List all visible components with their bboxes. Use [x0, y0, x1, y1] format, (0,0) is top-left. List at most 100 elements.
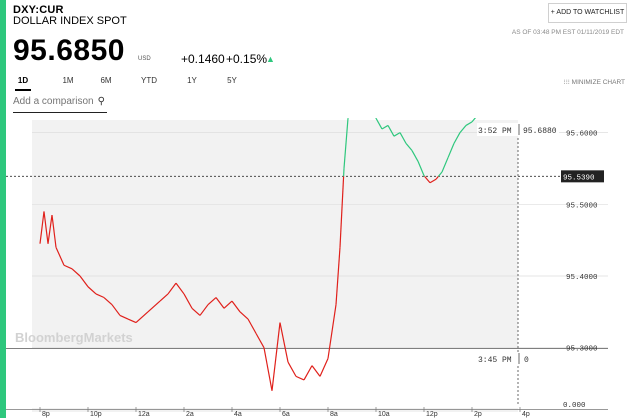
- minimize-chart-button[interactable]: ⁝⁝⁝ MINIMIZE CHART: [564, 78, 625, 86]
- price-line-segment: [39, 211, 45, 244]
- price-change-percent: +0.15%: [226, 52, 268, 66]
- crosshair-time-label: 3:52 PM: [478, 127, 512, 136]
- x-tick-label: 2a: [186, 411, 194, 418]
- watermark: BloombergMarkets: [15, 330, 133, 345]
- search-icon[interactable]: ⚲: [97, 96, 105, 107]
- volume-time-label: 3:45 PM: [478, 356, 512, 365]
- price-line-segment: [295, 375, 305, 381]
- price-line-segment: [239, 311, 249, 320]
- tab-1y[interactable]: 1Y: [187, 76, 197, 85]
- price-line-segment: [279, 322, 289, 363]
- tab-ytd[interactable]: YTD: [141, 76, 157, 85]
- price-line-segment: [191, 307, 201, 316]
- add-to-watchlist-button[interactable]: + ADD TO WATCHLIST: [548, 3, 627, 23]
- price-line-segment: [79, 275, 89, 288]
- price-line-segment: [231, 300, 241, 313]
- price-line-segment: [441, 157, 449, 173]
- price-line-segment: [405, 142, 413, 151]
- price-line-segment: [319, 358, 329, 377]
- tab-5y[interactable]: 5Y: [227, 76, 237, 85]
- price-line-segment: [343, 118, 349, 169]
- x-tick-label: 2p: [474, 411, 482, 418]
- price-line-segment: [263, 347, 273, 391]
- price-line-segment: [103, 297, 113, 306]
- price-line-segment: [417, 161, 425, 176]
- price-line-segment: [199, 304, 209, 316]
- tab-6m[interactable]: 6M: [100, 76, 112, 85]
- x-tick-label: 10a: [378, 411, 390, 418]
- tab-1m[interactable]: 1M: [62, 76, 74, 85]
- x-tick-label: 4a: [234, 411, 242, 418]
- y-tick-label: 95.5000: [566, 202, 598, 210]
- price-line-segment: [311, 365, 321, 377]
- price-line-segment: [207, 297, 217, 306]
- previous-close-badge: [561, 170, 604, 183]
- x-tick-label: 10p: [90, 411, 102, 418]
- x-tick-label: 12a: [138, 411, 150, 418]
- volume-panel-background: [32, 348, 518, 408]
- previous-close-label: 95.5390: [563, 174, 595, 182]
- price-line-segment: [43, 211, 49, 244]
- price-line-segment: [465, 121, 473, 126]
- price-line-segment: [435, 175, 439, 180]
- price-line-segment: [429, 178, 437, 184]
- price-line-segment: [327, 304, 337, 359]
- price-line-segment: [335, 247, 341, 305]
- price-line-segment: [303, 365, 313, 381]
- price-line-segment: [471, 118, 476, 123]
- price-line-segment: [423, 175, 426, 177]
- y-tick-label: 95.6000: [566, 131, 598, 139]
- comparison-input[interactable]: [13, 96, 93, 107]
- y-tick-label: 95.4000: [566, 274, 598, 282]
- price-line-segment: [87, 286, 97, 295]
- comparison-box: ⚲: [13, 94, 107, 113]
- crosshair-readout: 3:52 PM 95.6880: [477, 123, 559, 136]
- tab-1d[interactable]: 1D: [13, 76, 33, 91]
- price-line-segment: [411, 150, 419, 162]
- price-line-segment: [159, 293, 169, 302]
- price-line-segment: [287, 361, 297, 377]
- price-line-segment: [51, 214, 57, 248]
- x-tick-label: 4p: [522, 411, 530, 418]
- x-tick-label: 8p: [42, 411, 50, 418]
- currency-unit: USD: [138, 56, 151, 62]
- price-line-segment: [167, 282, 177, 295]
- price-line-segment: [95, 293, 105, 299]
- price-line-segment: [271, 322, 281, 391]
- price-line-segment: [339, 176, 345, 248]
- instrument-name: DOLLAR INDEX SPOT: [13, 15, 127, 27]
- y-tick-label: 95.3000: [566, 346, 598, 354]
- last-price: 95.6850: [13, 34, 125, 67]
- price-line-segment: [63, 264, 73, 270]
- price-line-segment: [387, 125, 395, 137]
- price-line-segment: [47, 214, 53, 244]
- x-tick-label: 6a: [282, 411, 290, 418]
- price-line-segment: [393, 132, 401, 137]
- minimize-chart-label: MINIMIZE CHART: [571, 79, 625, 86]
- price-line-segment: [111, 304, 121, 316]
- price-line-segment: [459, 125, 467, 133]
- as-of-timestamp: AS OF 03:48 PM EST 01/11/2019 EDT: [511, 29, 624, 36]
- price-line-segment: [175, 282, 185, 295]
- price-chart[interactable]: BloombergMarkets 3:52 PM 95.6880 3:45 PM…: [0, 118, 640, 418]
- price-line-segment: [255, 333, 265, 348]
- price-change: +0.1460: [181, 52, 225, 66]
- volume-readout: 3:45 PM 0: [477, 352, 531, 365]
- price-line-segment: [223, 300, 233, 309]
- price-line-segment: [147, 300, 161, 313]
- price-line-segment: [447, 143, 455, 158]
- price-line-segment: [437, 171, 443, 177]
- up-triangle-icon: ▲: [266, 54, 275, 64]
- price-line-segment: [127, 318, 137, 324]
- volume-y-tick-label: 0.000: [563, 402, 586, 410]
- x-tick-label: 12p: [426, 411, 438, 418]
- price-line-segment: [215, 297, 225, 309]
- volume-value-label: 0: [524, 356, 529, 365]
- price-line-segment: [55, 247, 65, 266]
- minimize-icon: ⁝⁝⁝: [563, 79, 570, 86]
- price-line-segment: [424, 175, 431, 184]
- x-tick-label: 8a: [330, 411, 338, 418]
- price-line-segment: [399, 132, 407, 144]
- price-line-segment: [71, 268, 81, 277]
- ticker-symbol: DXY:CUR: [13, 4, 64, 16]
